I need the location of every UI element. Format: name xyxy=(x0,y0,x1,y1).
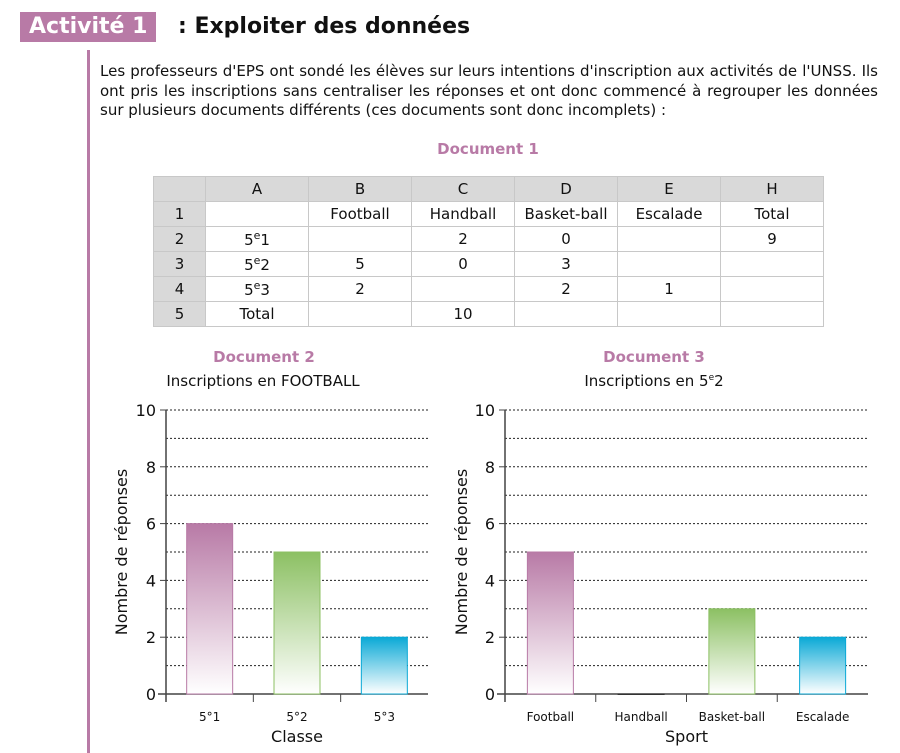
doc1-title: Document 1 xyxy=(437,140,539,158)
bar-basket-ball xyxy=(708,608,756,695)
page-title: : Exploiter des données xyxy=(178,14,471,39)
class-label-num: 1 xyxy=(260,231,270,249)
x-axis-label: Sport xyxy=(665,727,708,746)
bar-football xyxy=(526,551,574,695)
table-cell xyxy=(617,301,721,327)
x-tick-label: 5°1 xyxy=(199,710,220,724)
row-header: 2 xyxy=(153,226,206,252)
y-tick-label: 8 xyxy=(146,458,156,477)
y-axis-label: Nombre de réponses xyxy=(112,469,131,635)
table-cell xyxy=(720,251,824,277)
doc2-title: Document 2 xyxy=(213,348,315,366)
column-header: H xyxy=(720,176,824,202)
y-tick-label: 2 xyxy=(146,628,156,647)
class-label-sup: e xyxy=(253,229,261,242)
chart2-title: Inscriptions en 5e2 xyxy=(504,372,804,390)
y-tick-label: 10 xyxy=(136,401,156,420)
table-row: 1 Football Handball Basket-ball Escalade Tota… xyxy=(153,201,824,227)
chart2-title-sup: e xyxy=(708,373,715,383)
intro-paragraph: Les professeurs d'EPS ont sondé les élèv… xyxy=(100,62,878,119)
table-cell: 1 xyxy=(617,276,721,302)
x-axis-label: Classe xyxy=(271,727,323,746)
row-header: 5 xyxy=(153,301,206,327)
table-cell: Basket-ball xyxy=(514,201,618,227)
column-header xyxy=(153,176,206,202)
column-header: E xyxy=(617,176,721,202)
bar-5°2 xyxy=(273,551,321,695)
y-tick-label: 0 xyxy=(485,685,495,704)
chart2-title-num: 2 xyxy=(714,372,724,390)
class-label-sup: e xyxy=(253,279,261,292)
activity-badge: Activité 1 xyxy=(20,12,157,42)
y-tick-label: 2 xyxy=(485,628,495,647)
class-label-base: 5 xyxy=(244,281,254,299)
column-header: D xyxy=(514,176,618,202)
table-row: 5 Total 10 xyxy=(153,301,824,327)
table-cell xyxy=(617,251,721,277)
x-tick-label: Football xyxy=(527,710,575,724)
chart1-title: Inscriptions en FOOTBALL xyxy=(166,372,360,390)
y-tick-label: 4 xyxy=(146,571,156,590)
row-header: 3 xyxy=(153,251,206,277)
table-row: 2 5e1 2 0 9 xyxy=(153,226,824,252)
table-cell xyxy=(720,301,824,327)
margin-rule xyxy=(87,50,90,753)
bar-escalade xyxy=(799,636,847,695)
bar-5°1 xyxy=(186,523,234,695)
row-header: 1 xyxy=(153,201,206,227)
x-tick-label: Basket-ball xyxy=(699,710,765,724)
x-tick-label: Escalade xyxy=(796,710,849,724)
table-cell xyxy=(308,226,412,252)
bar-5°3 xyxy=(360,636,408,695)
table-cell: 2 xyxy=(308,276,412,302)
class-label-base: 5 xyxy=(244,231,254,249)
column-header: A xyxy=(205,176,309,202)
y-tick-label: 0 xyxy=(146,685,156,704)
doc3-title: Document 3 xyxy=(603,348,705,366)
y-tick-label: 4 xyxy=(485,571,495,590)
x-tick-label: 5°3 xyxy=(374,710,395,724)
class-label-sup: e xyxy=(253,254,261,267)
class-label-num: 3 xyxy=(260,281,270,299)
chart2-title-text: Inscriptions en 5 xyxy=(584,372,709,390)
table-cell: Football xyxy=(308,201,412,227)
spreadsheet-table: A B C D E H 1 Football Handball Basket-ball Escala… xyxy=(153,176,824,327)
x-tick-label: Handball xyxy=(615,710,668,724)
table-cell xyxy=(514,301,618,327)
column-header: B xyxy=(308,176,412,202)
y-tick-label: 10 xyxy=(475,401,495,420)
y-tick-label: 6 xyxy=(485,515,495,534)
bar-handball xyxy=(617,693,665,695)
class-label-base: 5 xyxy=(244,256,254,274)
y-tick-label: 8 xyxy=(485,458,495,477)
y-tick-label: 6 xyxy=(146,515,156,534)
class-label-num: 2 xyxy=(260,256,270,274)
table-row: 3 5e2 5 0 3 xyxy=(153,251,824,277)
table-cell: 10 xyxy=(411,301,515,327)
row-label-cell: 5e2 xyxy=(205,251,309,277)
x-tick-label: 5°2 xyxy=(286,710,307,724)
y-axis-label: Nombre de réponses xyxy=(452,469,471,635)
row-label-cell: Total xyxy=(205,301,309,327)
column-header: C xyxy=(411,176,515,202)
